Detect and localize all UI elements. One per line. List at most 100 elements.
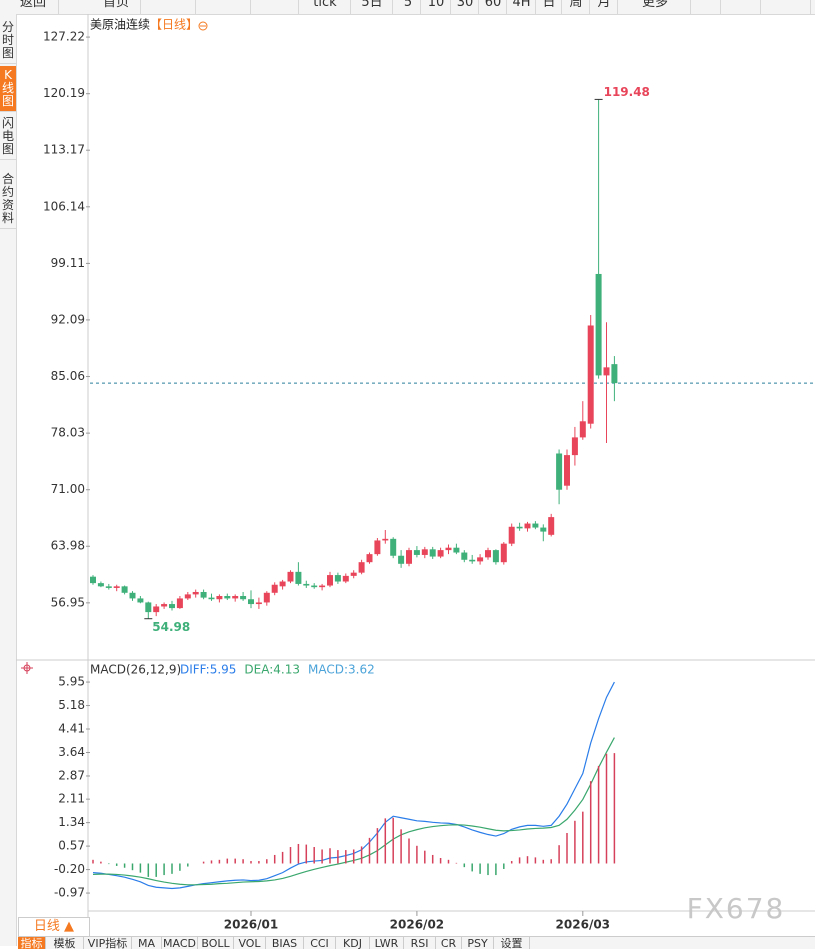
indicator-tab[interactable]: 设置 [494, 937, 530, 950]
toolbar: 返回 首页 tick 5日 5 10 30 60 4H 日周月更多 [0, 0, 815, 15]
candle-body [311, 585, 318, 588]
sidebar-tab[interactable]: 闪电图 [0, 114, 16, 160]
indicator-tab[interactable]: PSY [462, 937, 494, 950]
candle-body [508, 526, 515, 544]
candle-body [477, 557, 484, 562]
candle-body [350, 572, 357, 576]
candle-body [382, 538, 389, 541]
y-tick-label: 71.00 [51, 482, 85, 496]
candle-body [90, 576, 96, 584]
candle-body [398, 555, 405, 564]
toolbar-button[interactable]: 日 [537, 0, 562, 14]
high-label: 119.48 [604, 85, 650, 99]
candle-body [216, 596, 223, 600]
candle-body [548, 517, 555, 535]
y-tick-label: 63.98 [51, 539, 85, 553]
candle-body [97, 583, 104, 587]
candle-body [248, 599, 254, 605]
indicator-tab[interactable]: 模板 [46, 937, 84, 950]
toolbar-button[interactable]: 月 [591, 0, 618, 14]
candle-body [603, 367, 610, 376]
indicator-tab[interactable]: BIAS [266, 937, 304, 950]
candle-body [595, 273, 602, 376]
y-tick-label: 92.09 [51, 312, 85, 326]
toolbar-button[interactable]: 5日 [352, 0, 393, 14]
candle-body [358, 562, 365, 573]
y-tick-label: 5.95 [58, 675, 85, 689]
y-tick-label: 127.22 [43, 30, 85, 44]
y-tick-label: 78.03 [51, 426, 85, 440]
y-tick-label: -0.20 [54, 862, 85, 876]
candle-body [445, 547, 452, 551]
indicator-tab[interactable]: LWR [370, 937, 404, 950]
indicator-tab[interactable]: VIP指标 [84, 937, 132, 950]
toolbar-button[interactable]: 返回 [8, 0, 59, 14]
candle-body [374, 540, 381, 555]
x-tick-label: 2026/02 [390, 918, 444, 932]
toolbar-button[interactable]: 60 [480, 0, 507, 14]
candle-body [192, 591, 199, 595]
candle-body [240, 596, 247, 600]
candle-body [453, 547, 460, 553]
candle-body [232, 596, 239, 599]
toolbar-icon[interactable] [690, 0, 721, 14]
toolbar-icon[interactable] [210, 0, 251, 14]
y-tick-label: 1.34 [58, 815, 85, 829]
y-tick-label: 113.17 [43, 143, 85, 157]
toolbar-icon[interactable] [765, 0, 811, 14]
candle-body [295, 571, 302, 584]
toolbar-button[interactable]: 4H [508, 0, 536, 14]
indicator-tab[interactable]: CCI [304, 937, 336, 950]
indicator-tab[interactable]: MA [132, 937, 162, 950]
candle-body [184, 594, 191, 599]
watermark: FX678 [687, 892, 786, 925]
toolbar-button[interactable]: 更多 [620, 0, 691, 14]
candle-body [255, 602, 262, 605]
y-tick-label: 0.57 [58, 839, 85, 853]
indicator-tab[interactable]: KDJ [336, 937, 370, 950]
candle-body [208, 597, 215, 600]
candle-body [492, 550, 499, 563]
candle-body [540, 527, 547, 532]
toolbar-button[interactable]: 首页 [92, 0, 141, 14]
legend-entry: DIFF:5.95 [180, 663, 236, 677]
candle-body [429, 549, 436, 557]
y-tick-label: 85.06 [51, 369, 85, 383]
candle-body [571, 437, 578, 456]
candle-body [406, 550, 412, 564]
period-button[interactable]: 日线 ▲ [18, 917, 90, 937]
legend-entry: DEA:4.13 [244, 663, 300, 677]
settings-icon[interactable] [21, 662, 33, 674]
toolbar-button[interactable]: 周 [563, 0, 590, 14]
toolbar-button[interactable]: 5 [396, 0, 421, 14]
candle-body [169, 604, 175, 609]
candle-body [516, 526, 523, 529]
candle-body [121, 586, 128, 593]
candle-body [611, 364, 618, 384]
toolbar-icon[interactable] [150, 0, 196, 14]
collapse-icon[interactable] [198, 21, 208, 31]
indicator-tab[interactable]: RSI [404, 937, 436, 950]
candle-body [532, 523, 539, 528]
sidebar-tab[interactable]: K线图 [0, 66, 16, 112]
toolbar-button[interactable]: tick [300, 0, 351, 14]
indicator-tab[interactable]: 指标 [18, 937, 46, 950]
indicator-tab[interactable]: CR [436, 937, 462, 950]
toolbar-icon[interactable] [722, 0, 761, 14]
toolbar-button[interactable]: 10 [422, 0, 451, 14]
indicator-tab[interactable]: VOL [234, 937, 266, 950]
x-tick-label: 2026/01 [224, 918, 278, 932]
candle-body [287, 571, 294, 582]
legend-entry: MACD:3.62 [308, 663, 375, 677]
y-tick-label: 5.18 [58, 698, 85, 712]
indicator-tab[interactable]: MACD [162, 937, 198, 950]
candle-body [279, 581, 286, 587]
toolbar-icon[interactable] [258, 0, 299, 14]
y-tick-label: 4.41 [58, 722, 85, 736]
candle-body [390, 538, 397, 556]
sidebar-tab[interactable]: 合约资料 [0, 170, 16, 229]
toolbar-button[interactable]: 30 [452, 0, 479, 14]
sidebar-tab[interactable]: 分时图 [0, 18, 16, 64]
indicator-tab[interactable]: BOLL [198, 937, 234, 950]
